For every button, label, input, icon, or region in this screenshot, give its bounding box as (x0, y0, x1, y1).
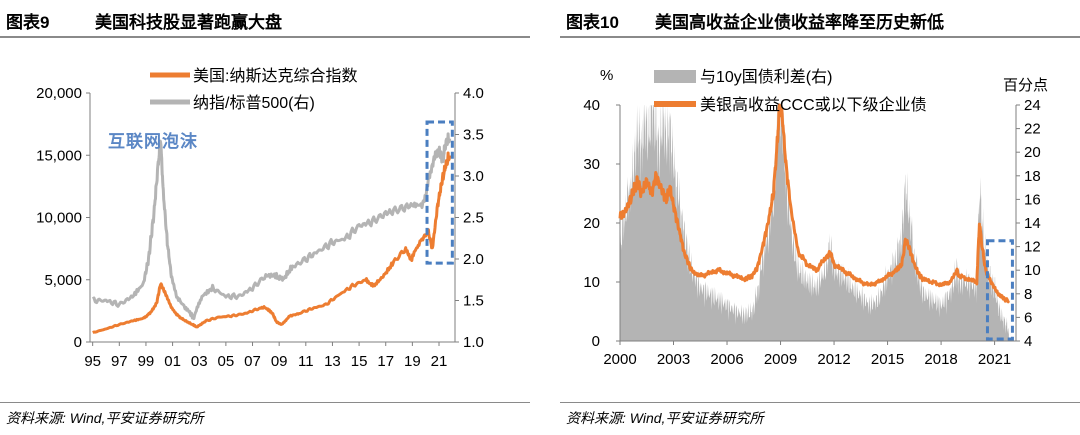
left-source-note: 资料来源: Wind,平安证券研究所 (6, 410, 204, 426)
x-tick-label: 05 (218, 353, 235, 370)
left-y-tick-label: 15,000 (36, 147, 82, 164)
left-y-tick-label: 0 (74, 334, 82, 351)
bubble-annotation: 互联网泡沫 (108, 131, 198, 151)
legend-label-nasdaq: 美国:纳斯达克综合指数 (193, 67, 357, 85)
right-figure-number: 图表10 (566, 13, 619, 32)
right-y-tick-label: 22 (1024, 121, 1041, 138)
nasdaq-sp500-ratio-line (91, 132, 452, 321)
left-y-tick-label: 20 (583, 215, 600, 232)
left-y-tick-label: 20,000 (36, 85, 82, 102)
x-tick-label: 2000 (603, 351, 636, 368)
left-header-rule (0, 36, 530, 38)
right-y-tick-label: 4 (1024, 333, 1032, 350)
right-y-tick-label: 1.0 (463, 334, 484, 351)
x-tick-label: 13 (324, 353, 341, 370)
legend-label-ratio: 纳指/标普500(右) (193, 94, 315, 112)
left-unit-label: % (600, 67, 613, 84)
left-figure-panel: 图表9 美国科技股显著跑赢大盘 0 5,000 10,000 15,000 20,000… (0, 0, 530, 435)
right-footer-rule (560, 402, 1080, 403)
x-tick-label: 19 (404, 353, 421, 370)
x-tick-label: 07 (244, 353, 261, 370)
legend-label-ccc: 美银高收益CCC或以下级企业债 (700, 96, 927, 114)
highlight-box (425, 120, 454, 265)
left-y-tick-label: 0 (592, 333, 600, 350)
legend-swatch-spread (654, 70, 696, 83)
x-tick-label: 2009 (764, 351, 797, 368)
x-tick-label: 2021 (978, 351, 1011, 368)
x-tick-label: 2003 (657, 351, 690, 368)
left-y-tick-label: 5,000 (44, 272, 82, 289)
right-header-rule (560, 36, 1080, 38)
left-y-tick-label: 30 (583, 156, 600, 173)
right-y-tick-label: 14 (1024, 215, 1041, 232)
nasdaq-chart: 0 5,000 10,000 15,000 20,000 1.0 1.5 2.0 2.5 3.0 3… (36, 67, 484, 370)
right-figure-title: 美国高收益企业债收益率降至历史新低 (655, 13, 944, 32)
left-footer-rule (0, 402, 530, 403)
right-unit-label: 百分点 (1003, 77, 1048, 94)
x-tick-label: 15 (351, 353, 368, 370)
right-y-tick-label: 2.5 (463, 210, 484, 227)
x-tick-label: 99 (138, 353, 155, 370)
right-figure-panel: 图表10 美国高收益企业债收益率降至历史新低 0 10 20 30 40 4 6 8 10 12 1… (560, 0, 1080, 435)
high-yield-chart: 0 10 20 30 40 4 6 8 10 12 14 16 18 20 22 24 2000 2003 2006… (583, 67, 1048, 368)
right-y-tick-label: 12 (1024, 239, 1041, 256)
right-y-tick-label: 2.0 (463, 251, 484, 268)
right-y-tick-label: 18 (1024, 168, 1041, 185)
right-y-tick-label: 3.5 (463, 127, 484, 144)
x-tick-label: 21 (431, 353, 448, 370)
spread-area (620, 105, 1009, 341)
x-tick-label: 03 (191, 353, 208, 370)
right-y-tick-label: 4.0 (463, 85, 484, 102)
right-y-tick-label: 3.0 (463, 168, 484, 185)
right-y-tick-label: 1.5 (463, 293, 484, 310)
right-y-tick-label: 16 (1024, 191, 1041, 208)
right-y-tick-label: 6 (1024, 309, 1032, 326)
x-tick-label: 17 (377, 353, 394, 370)
right-y-tick-label: 24 (1024, 97, 1041, 114)
right-figure-header: 图表10 美国高收益企业债收益率降至历史新低 (560, 4, 1080, 34)
right-y-tick-label: 10 (1024, 262, 1041, 279)
x-tick-label: 95 (84, 353, 101, 370)
x-tick-label: 11 (298, 353, 314, 370)
x-tick-label: 2018 (924, 351, 957, 368)
left-y-tick-label: 10,000 (36, 210, 82, 227)
ccc-yield-line (618, 103, 1010, 304)
nasdaq-composite-line (92, 151, 452, 334)
right-y-tick-label: 8 (1024, 286, 1032, 303)
right-source-note: 资料来源: Wind,平安证券研究所 (566, 410, 764, 426)
left-figure-title: 美国科技股显著跑赢大盘 (95, 13, 282, 32)
highlight-box (985, 239, 1014, 341)
legend-label-spread: 与10y国债利差(右) (700, 68, 832, 86)
x-tick-label: 2006 (710, 351, 743, 368)
right-y-tick-label: 20 (1024, 144, 1041, 161)
x-tick-label: 97 (111, 353, 128, 370)
x-tick-label: 01 (164, 353, 181, 370)
x-tick-label: 2012 (817, 351, 850, 368)
x-tick-label: 2015 (871, 351, 904, 368)
x-tick-label: 09 (271, 353, 288, 370)
left-figure-header: 图表9 美国科技股显著跑赢大盘 (0, 4, 530, 34)
left-y-tick-label: 10 (583, 274, 600, 291)
left-y-tick-label: 40 (583, 97, 600, 114)
left-figure-number: 图表9 (6, 13, 50, 32)
